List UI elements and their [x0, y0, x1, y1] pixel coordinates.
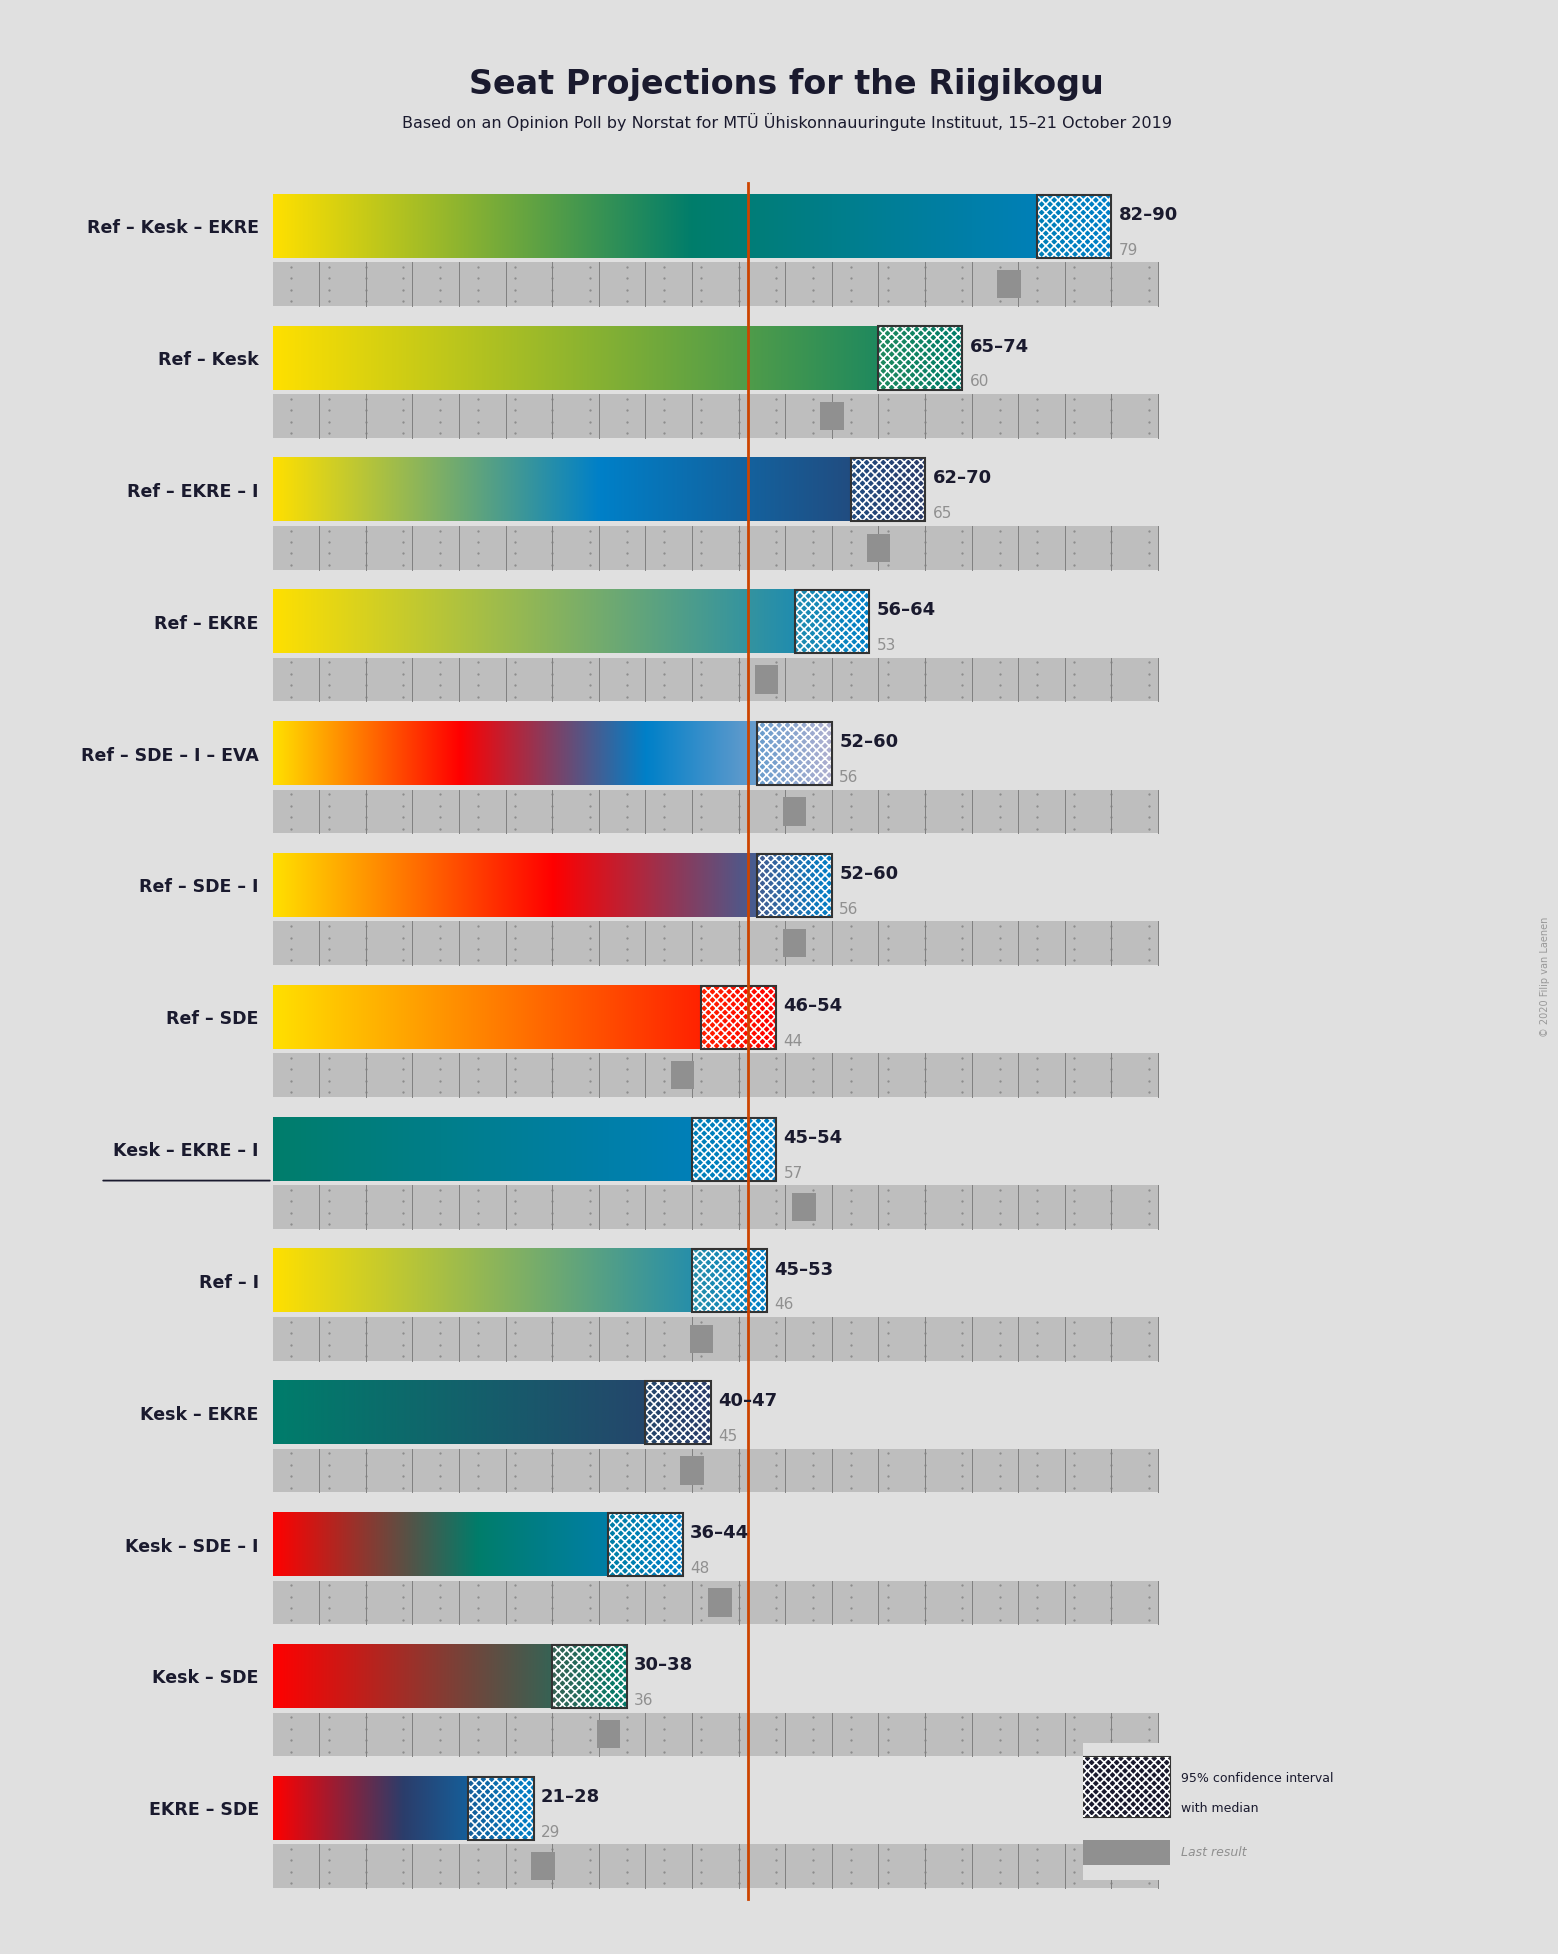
Text: 56–64: 56–64 — [877, 602, 936, 619]
Bar — [531, 1852, 555, 1880]
Text: 46–54: 46–54 — [784, 997, 843, 1014]
Text: 57: 57 — [784, 1165, 802, 1180]
Text: 45–53: 45–53 — [774, 1260, 834, 1278]
Bar — [1038, 195, 1111, 258]
Bar — [795, 590, 869, 653]
Text: 82–90: 82–90 — [1119, 205, 1178, 225]
Bar — [690, 1325, 714, 1352]
Text: 56: 56 — [840, 770, 858, 786]
Bar — [273, 1712, 1158, 1757]
Bar — [608, 1512, 682, 1577]
Bar — [1083, 1841, 1170, 1864]
Bar — [273, 658, 1158, 701]
Text: 65–74: 65–74 — [969, 338, 1028, 356]
Bar — [879, 326, 963, 389]
Text: Seat Projections for the Riigikogu: Seat Projections for the Riigikogu — [469, 68, 1105, 102]
Text: 44: 44 — [784, 1034, 802, 1049]
Bar — [820, 403, 843, 430]
Text: 29: 29 — [541, 1825, 561, 1841]
Bar — [1083, 1757, 1170, 1817]
Bar — [469, 1776, 533, 1841]
Bar — [273, 789, 1158, 832]
Bar — [645, 1381, 710, 1444]
Bar — [597, 1720, 620, 1749]
Text: 53: 53 — [877, 639, 896, 653]
Bar — [273, 1581, 1158, 1624]
Bar — [273, 1186, 1158, 1229]
Text: 46: 46 — [774, 1297, 793, 1313]
Bar — [757, 854, 832, 916]
Bar — [701, 985, 776, 1049]
Text: 79: 79 — [1119, 242, 1139, 258]
Bar — [681, 1456, 704, 1485]
Bar — [273, 1448, 1158, 1493]
Bar — [692, 1249, 767, 1313]
Bar — [701, 985, 776, 1049]
Text: with median: with median — [1181, 1802, 1259, 1815]
Bar — [757, 854, 832, 916]
Text: 52–60: 52–60 — [840, 733, 899, 750]
Bar — [671, 1061, 695, 1088]
Bar — [552, 1645, 626, 1708]
Bar — [851, 459, 925, 522]
Text: © 2020 Filip van Laenen: © 2020 Filip van Laenen — [1541, 916, 1550, 1038]
Bar — [756, 666, 779, 694]
Text: 36: 36 — [634, 1692, 654, 1708]
Bar — [273, 1317, 1158, 1360]
Bar — [757, 721, 832, 786]
Text: 95% confidence interval: 95% confidence interval — [1181, 1772, 1334, 1786]
Bar — [997, 270, 1020, 299]
Text: 52–60: 52–60 — [840, 866, 899, 883]
Bar — [795, 590, 869, 653]
Bar — [866, 533, 890, 563]
Text: 45: 45 — [718, 1428, 737, 1444]
Bar — [645, 1381, 710, 1444]
Bar — [273, 395, 1158, 438]
Bar — [273, 1053, 1158, 1096]
Bar — [692, 1249, 767, 1313]
Bar — [692, 1118, 776, 1180]
Text: 62–70: 62–70 — [933, 469, 991, 487]
Bar — [793, 1192, 815, 1221]
Bar — [273, 1845, 1158, 1888]
Text: 60: 60 — [969, 375, 989, 389]
Bar — [879, 326, 963, 389]
Text: 48: 48 — [690, 1561, 709, 1577]
Text: 65: 65 — [933, 506, 952, 522]
Text: Based on an Opinion Poll by Norstat for MTÜ Ühiskonnauuringute Instituut, 15–21 : Based on an Opinion Poll by Norstat for … — [402, 113, 1172, 131]
Text: 21–28: 21–28 — [541, 1788, 600, 1805]
Bar — [1038, 195, 1111, 258]
Bar — [1083, 1757, 1170, 1817]
Bar — [608, 1512, 682, 1577]
Bar — [469, 1776, 533, 1841]
Text: 45–54: 45–54 — [784, 1129, 843, 1147]
Bar — [273, 922, 1158, 965]
Bar — [851, 459, 925, 522]
Bar — [709, 1589, 732, 1616]
Bar — [552, 1645, 626, 1708]
Text: Last result: Last result — [1181, 1847, 1246, 1858]
Bar — [273, 262, 1158, 307]
Bar — [784, 928, 805, 957]
Text: 56: 56 — [840, 903, 858, 916]
Bar — [784, 797, 805, 827]
Bar — [757, 721, 832, 786]
Bar — [692, 1118, 776, 1180]
Text: 40–47: 40–47 — [718, 1393, 777, 1411]
Text: 36–44: 36–44 — [690, 1524, 749, 1542]
Text: 30–38: 30–38 — [634, 1657, 693, 1675]
Bar — [273, 526, 1158, 569]
